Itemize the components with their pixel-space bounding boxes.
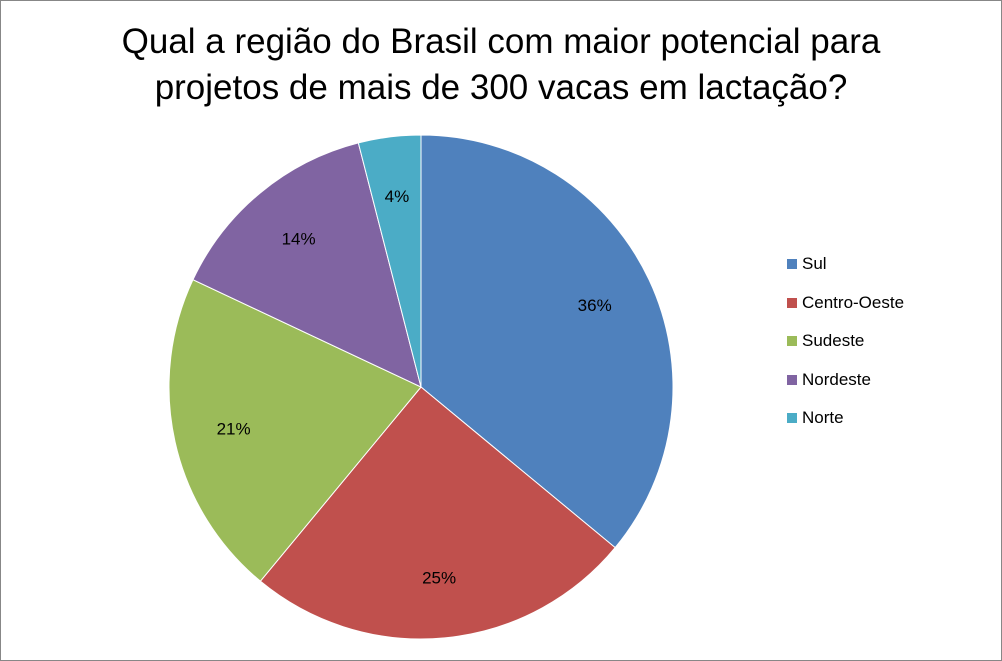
pie-slices — [168, 134, 674, 640]
chart-title-line-2: projetos de mais de 300 vacas em lactaçã… — [154, 68, 848, 107]
pie-slice-norte — [357, 134, 422, 388]
legend-label: Norte — [802, 408, 844, 428]
legend-entry-centro-oeste: Centro-Oeste — [787, 284, 904, 323]
legend-swatch — [787, 336, 797, 347]
legend-swatch — [787, 413, 797, 424]
legend: Sul Centro-Oeste Sudeste Nordeste Norte — [787, 245, 904, 438]
legend-swatch — [787, 374, 797, 385]
pie-slice-sudeste — [168, 279, 422, 582]
legend-swatch — [787, 259, 797, 270]
legend-entry-nordeste: Nordeste — [787, 361, 904, 400]
legend-swatch — [787, 297, 797, 308]
data-label-centro-oeste: 25% — [422, 569, 456, 588]
legend-entry-norte: Norte — [787, 399, 904, 438]
pie-data-labels: 36% 25% 21% 14% 4% — [217, 187, 612, 588]
pie-slice-nordeste — [192, 142, 422, 388]
pie-slice-centro-oeste — [259, 386, 616, 640]
legend-label: Sul — [802, 254, 827, 274]
legend-label: Nordeste — [802, 369, 871, 389]
pie-slice-sul — [420, 134, 674, 549]
data-label-sul: 36% — [578, 296, 612, 315]
chart-title: Qual a região do Brasil com maior potenc… — [1, 19, 1001, 111]
legend-entry-sudeste: Sudeste — [787, 322, 904, 361]
legend-entry-sul: Sul — [787, 245, 904, 284]
legend-label: Sudeste — [802, 331, 865, 351]
data-label-nordeste: 14% — [282, 230, 316, 249]
chart-title-line-1: Qual a região do Brasil com maior potenc… — [121, 22, 881, 61]
data-label-norte: 4% — [385, 187, 410, 206]
legend-label: Centro-Oeste — [802, 292, 905, 312]
data-label-sudeste: 21% — [217, 419, 251, 438]
